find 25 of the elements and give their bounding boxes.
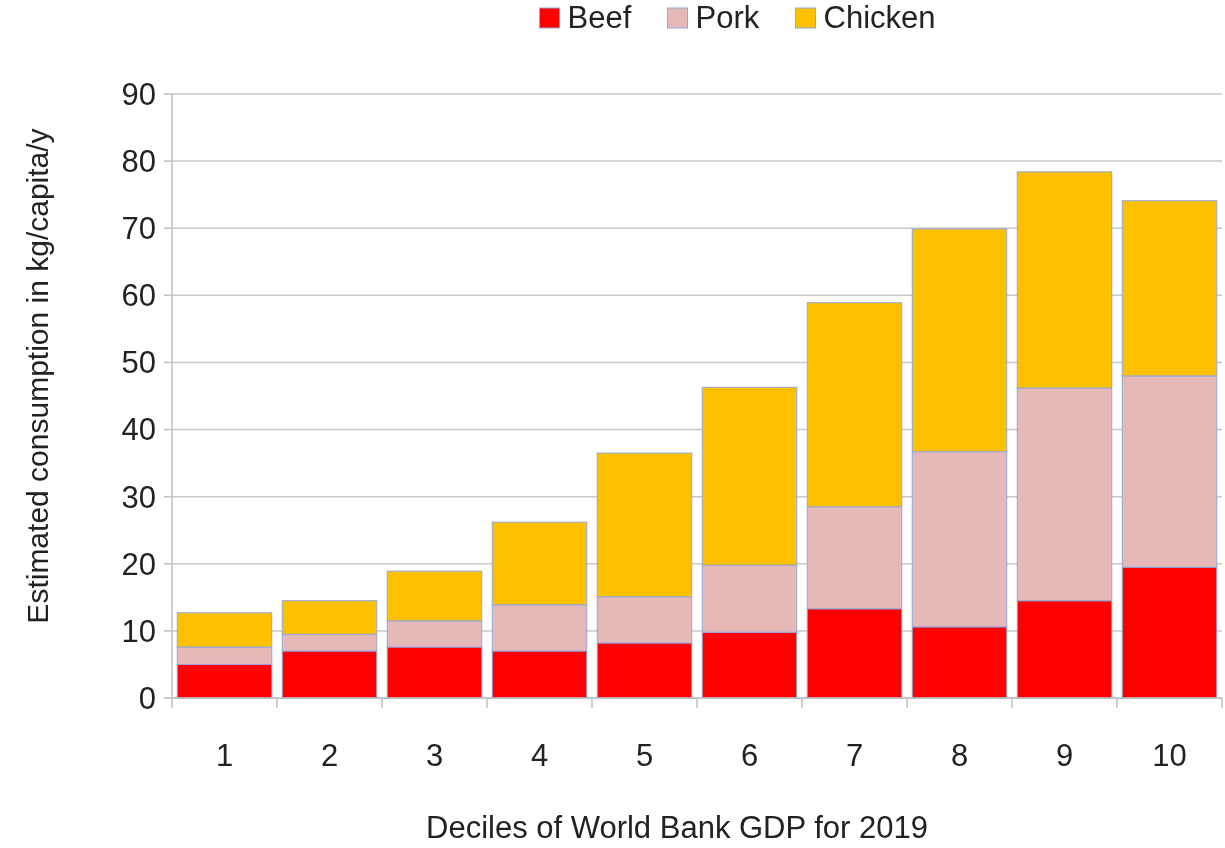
x-tick-label: 9: [1055, 738, 1074, 773]
x-tick-label: 5: [635, 738, 654, 773]
y-tick-label: 0: [138, 680, 156, 716]
legend-label: Beef: [567, 0, 632, 35]
y-axis-title: Estimated consumption in kg/capita/y: [21, 128, 54, 624]
y-tick-label: 20: [121, 546, 156, 582]
x-tick-label: 6: [740, 738, 759, 773]
x-tick-label: 2: [320, 738, 339, 773]
y-tick-label: 30: [121, 479, 156, 515]
y-tick-label: 90: [121, 76, 156, 112]
x-tick-label: 7: [845, 738, 864, 773]
y-tick-label: 50: [121, 345, 156, 381]
y-tick-label: 40: [121, 412, 156, 448]
x-tick-label: 3: [425, 738, 444, 773]
x-tick-label: 10: [1152, 738, 1187, 773]
legend-label: Chicken: [823, 0, 936, 35]
x-axis-title: Deciles of World Bank GDP for 2019: [426, 810, 928, 845]
x-tick-label: 1: [215, 738, 234, 773]
y-tick-label: 70: [121, 211, 156, 247]
legend-label: Pork: [695, 0, 760, 35]
y-tick-label: 80: [121, 143, 156, 179]
x-tick-label: 8: [950, 738, 969, 773]
y-tick-label: 60: [121, 278, 156, 314]
x-tick-label: 4: [530, 738, 549, 773]
y-tick-label: 10: [121, 613, 156, 649]
